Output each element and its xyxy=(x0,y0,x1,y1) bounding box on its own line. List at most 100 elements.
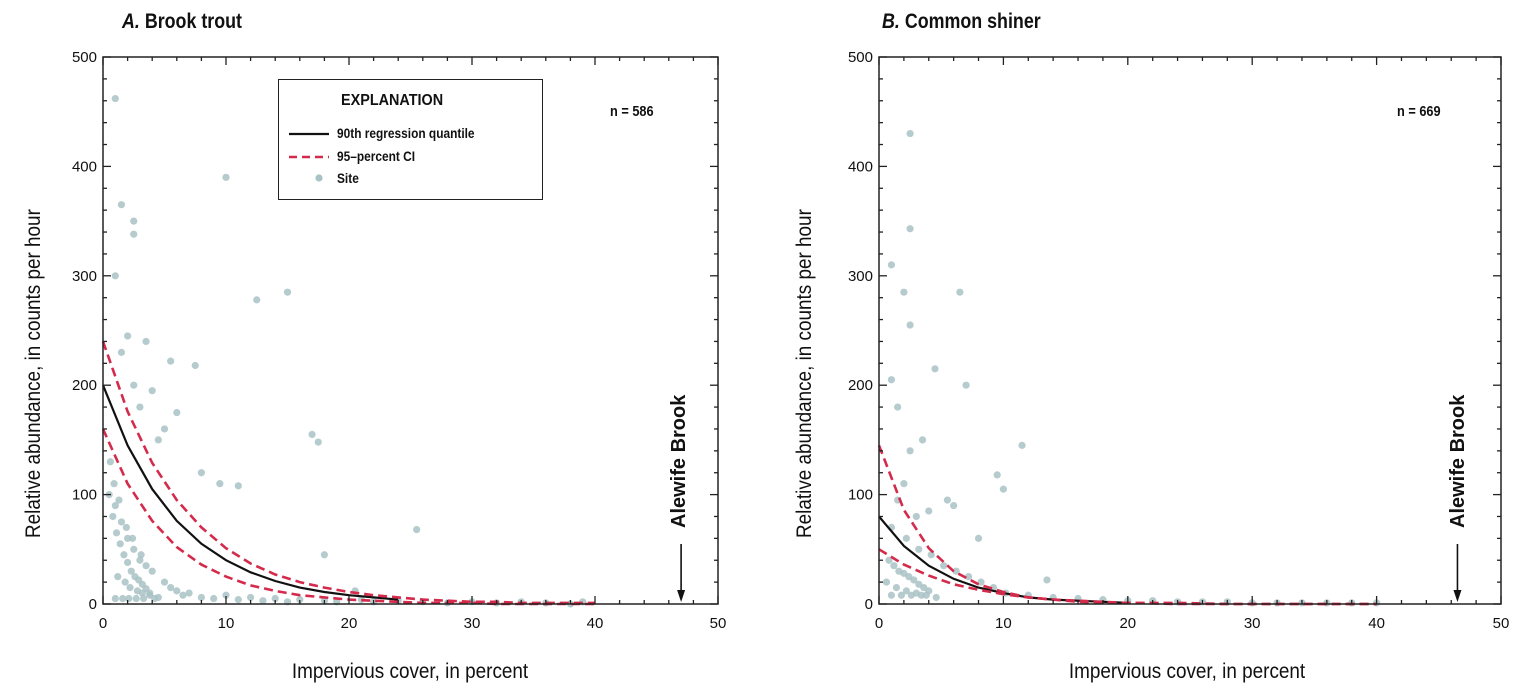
panel-b-alewife-arrowhead xyxy=(1453,590,1461,602)
legend-entry-ci: 95–percent CI xyxy=(337,148,415,164)
panel-a-ci-line xyxy=(103,429,595,604)
panel-a-site-point xyxy=(253,296,260,303)
panel-b-x-tick-label: 50 xyxy=(1493,615,1510,632)
panel-b-site-point xyxy=(940,562,947,569)
panel-a-site-point xyxy=(112,95,119,102)
panel-a-site-point xyxy=(173,587,180,594)
panel-b-y-tick-label: 500 xyxy=(848,49,873,66)
panel-a-site-point xyxy=(222,174,229,181)
panel-a-site-point xyxy=(186,589,193,596)
panel-a-site-point xyxy=(161,579,168,586)
panel-a-site-point xyxy=(117,540,124,547)
panel-a-x-tick-label: 20 xyxy=(341,615,358,632)
panel-a-alewife-brook-label: Alewife Brook xyxy=(668,395,691,528)
panel-a-site-point xyxy=(120,551,127,558)
panel-b-site-point xyxy=(907,225,914,232)
panel-a-alewife-arrowhead xyxy=(677,590,685,602)
panel-a-site-point xyxy=(130,218,137,225)
panel-a-y-tick-label: 100 xyxy=(72,487,97,504)
panel-a-y-tick-label: 500 xyxy=(72,49,97,66)
panel-a-site-point xyxy=(149,387,156,394)
panel-b-ci-line xyxy=(879,445,1377,604)
panel-b-x-tick-label: 40 xyxy=(1368,615,1385,632)
panel-a-site-point xyxy=(167,584,174,591)
panel-a-site-point xyxy=(118,518,125,525)
panel-b-site-point xyxy=(950,502,957,509)
panel-b-site-point xyxy=(900,480,907,487)
panel-a-site-point xyxy=(146,589,153,596)
panel-b: B. Common shiner 0 10 20 30 40 50 0 100 200 300 40… xyxy=(757,0,1514,689)
panel-a-site-point xyxy=(198,594,205,601)
panel-a-x-tick-label: 0 xyxy=(99,615,107,632)
panel-a-site-point xyxy=(179,592,186,599)
panel-b-y-tick-label: 200 xyxy=(848,377,873,394)
panel-a-site-point xyxy=(192,362,199,369)
panel-a-site-point xyxy=(110,480,117,487)
panel-a-site-point xyxy=(216,480,223,487)
panel-b-y-tick-label: 300 xyxy=(848,268,873,285)
panel-b-alewife-brook-label: Alewife Brook xyxy=(1447,395,1470,528)
panel-a-y-tick-label: 0 xyxy=(89,596,97,613)
legend-title: EXPLANATION xyxy=(341,92,443,110)
panel-a-site-point xyxy=(309,431,316,438)
panel-b-site-point xyxy=(900,289,907,296)
panel-b-site-point xyxy=(907,130,914,137)
panel-a-site-point xyxy=(130,231,137,238)
panel-a-y-tick-label: 300 xyxy=(72,268,97,285)
panel-a-site-point xyxy=(161,425,168,432)
panel-a-site-point xyxy=(138,551,145,558)
panel-a-site-point xyxy=(130,546,137,553)
panel-b-x-tick-label: 0 xyxy=(875,615,883,632)
panel-b-ci-line xyxy=(879,549,1377,604)
panel-a-site-point xyxy=(118,201,125,208)
panel-b-site-point xyxy=(913,589,920,596)
panel-a-y-tick-label: 200 xyxy=(72,377,97,394)
legend-swatches xyxy=(279,80,339,201)
panel-b-site-point xyxy=(903,535,910,542)
panel-a-site-point xyxy=(413,526,420,533)
panel-b-site-point xyxy=(925,507,932,514)
panel-a-site-point xyxy=(173,409,180,416)
panel-b-y-axis-label: Relative abundance, in counts per hour xyxy=(793,209,817,538)
panel-b-y-tick-label: 100 xyxy=(848,487,873,504)
panel-a-site-point xyxy=(124,559,131,566)
panel-a-site-point xyxy=(133,595,140,602)
panel-a-site-point xyxy=(259,597,266,604)
panel-b-site-point xyxy=(975,535,982,542)
panel-b-site-point xyxy=(933,594,940,601)
legend-entry-quantile: 90th regression quantile xyxy=(337,125,475,141)
panel-b-site-point xyxy=(883,579,890,586)
panel-a-site-point xyxy=(130,382,137,389)
panel-a-site-point xyxy=(136,403,143,410)
panel-a-site-point xyxy=(115,496,122,503)
panel-b-site-point xyxy=(956,289,963,296)
panel-a-x-tick-label: 10 xyxy=(218,615,235,632)
panel-a-site-point xyxy=(142,562,149,569)
panel-a-site-point xyxy=(210,595,217,602)
panel-b-site-point xyxy=(907,321,914,328)
panel-b-x-tick-label: 20 xyxy=(1119,615,1136,632)
panel-a-site-point xyxy=(198,469,205,476)
panel-b-y-tick-label: 400 xyxy=(848,158,873,175)
panel-b-x-tick-label: 30 xyxy=(1244,615,1261,632)
panel-a-site-point xyxy=(112,272,119,279)
panel-a-site-point xyxy=(122,579,129,586)
panel-a-site-point xyxy=(155,436,162,443)
panel-a-n-count: n = 586 xyxy=(610,103,654,120)
panel-a: A. Brook trout 0 10 20 30 40 50 0 100 200 300 400 5… xyxy=(0,0,757,689)
panel-a-site-point xyxy=(118,349,125,356)
panel-a-site-point xyxy=(112,595,119,602)
panel-b-site-point xyxy=(928,551,935,558)
legend-swatch-site xyxy=(315,174,322,181)
panel-b-site-point xyxy=(1018,442,1025,449)
panel-a-site-point xyxy=(129,535,136,542)
panel-a-site-point xyxy=(167,358,174,365)
panel-b-site-point xyxy=(944,496,951,503)
panel-b-site-point xyxy=(1000,486,1007,493)
panel-b-n-count: n = 669 xyxy=(1397,103,1441,120)
panel-b-site-point xyxy=(915,546,922,553)
panel-b-site-point xyxy=(931,365,938,372)
panel-b-site-point xyxy=(923,592,930,599)
panel-a-site-point xyxy=(125,595,132,602)
panel-a-site-point xyxy=(315,438,322,445)
